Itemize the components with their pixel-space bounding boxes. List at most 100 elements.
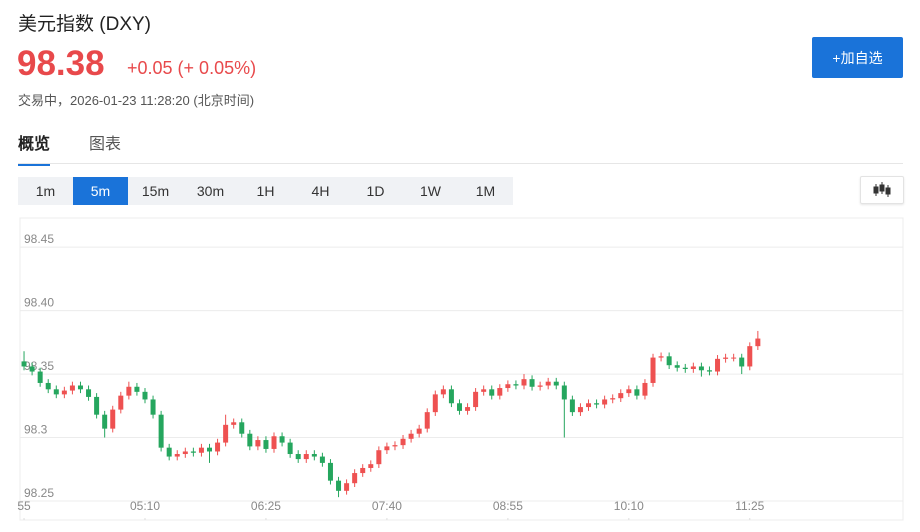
candle-body (126, 386, 132, 396)
candle-body (392, 445, 398, 447)
candle-body (255, 440, 261, 447)
candle-body (440, 389, 446, 395)
chart-style-button[interactable] (860, 176, 904, 204)
candle-body (755, 338, 761, 347)
candle-body (747, 346, 753, 367)
candle-body (545, 381, 551, 386)
candle-body (400, 438, 406, 446)
candle-body (610, 398, 616, 400)
candle-body (481, 389, 487, 392)
candle-body (360, 467, 366, 474)
candle-body (658, 356, 664, 358)
tab[interactable]: 图表 (89, 136, 122, 153)
candle-body (319, 456, 325, 463)
candle-body (69, 385, 75, 391)
candle-body (190, 451, 196, 453)
candle-body (521, 379, 527, 386)
candle-body (223, 424, 229, 443)
candle-body (150, 399, 156, 415)
candle-body (215, 442, 221, 452)
y-tick-label: 98.35 (24, 359, 54, 373)
interval-button[interactable]: 4H (311, 183, 330, 199)
candle-body (247, 433, 253, 447)
interval-button[interactable]: 30m (196, 183, 225, 199)
candle-body (384, 446, 390, 451)
candle-body (287, 442, 293, 455)
interval-button[interactable]: 1M (475, 183, 496, 199)
candle-body (674, 365, 680, 368)
interval-button[interactable]: 1W (420, 183, 441, 199)
interval-bar: 1m 5m 15m 30m 1H 4H 1D 1W 1M (18, 177, 513, 205)
candle-body (569, 399, 575, 413)
candle-body (690, 366, 696, 369)
candle-body (505, 384, 511, 389)
candle-body (118, 395, 124, 410)
candle-body (263, 440, 269, 449)
candle-body (239, 422, 245, 434)
x-tick-label: 07:40 (372, 499, 402, 513)
candle-body (618, 393, 624, 399)
candle-body (279, 436, 285, 443)
y-tick-label: 98.45 (24, 232, 54, 246)
y-tick-label: 98.40 (24, 296, 54, 310)
candle-body (352, 473, 358, 484)
x-tick-label: 08:55 (493, 499, 523, 513)
candle-body (376, 450, 382, 465)
interval-button[interactable]: 5m (73, 177, 128, 205)
price-change: +0.05 (+ 0.05%) (127, 58, 257, 78)
interval-button[interactable]: 1m (35, 183, 56, 199)
candle-body (327, 462, 333, 481)
candle-body (368, 464, 374, 468)
x-tick-label: 11:25 (735, 499, 764, 513)
interval-button[interactable]: 15m (141, 183, 170, 199)
candle-body (61, 390, 67, 395)
candle-body (198, 447, 204, 453)
candle-body (424, 412, 430, 429)
candle-body (29, 366, 35, 372)
candle-body (231, 422, 237, 425)
x-tick-label: 10:10 (614, 499, 644, 513)
candle-body (577, 407, 583, 413)
y-tick-label: 98.25 (24, 486, 54, 500)
candle-body (682, 367, 688, 369)
candle-body (134, 386, 140, 392)
title: 美元指数 (DXY) (18, 14, 152, 35)
candle-body (642, 382, 648, 396)
candle-body (594, 403, 600, 405)
interval-button[interactable]: 1H (256, 183, 275, 199)
add-watchlist-button[interactable]: +加自选 (812, 37, 903, 78)
plot-frame (19, 217, 904, 521)
interval-button[interactable]: 1D (366, 183, 385, 199)
candle-body (311, 454, 317, 457)
tab-bar: 概览 图表 (18, 130, 121, 166)
candle-body (698, 366, 704, 371)
candle-body (731, 357, 737, 359)
candle-body (553, 381, 559, 386)
x-tick-label: 06:25 (251, 499, 281, 513)
candle-body (53, 389, 59, 395)
candle-body (303, 454, 309, 460)
candle-body (408, 433, 414, 439)
candle-body (45, 382, 51, 390)
candle-body (650, 357, 656, 383)
candle-body (207, 447, 213, 452)
x-tick-label: 05:10 (130, 499, 160, 513)
candle-body (626, 389, 632, 394)
candle-body (706, 370, 712, 372)
candle-body (739, 357, 745, 367)
y-tick-label: 98.3 (24, 423, 48, 437)
candle-body (21, 361, 27, 367)
candle-body (634, 389, 640, 396)
candle-body (271, 436, 277, 449)
candle-body (666, 356, 672, 366)
candle-body (715, 358, 721, 372)
candle-body (489, 389, 495, 396)
candle-body (497, 388, 503, 396)
price: 98.38 (17, 44, 105, 83)
tab[interactable]: 概览 (18, 130, 51, 166)
candle-body (94, 396, 100, 415)
candle-body (86, 389, 92, 397)
candle-body (602, 399, 608, 405)
